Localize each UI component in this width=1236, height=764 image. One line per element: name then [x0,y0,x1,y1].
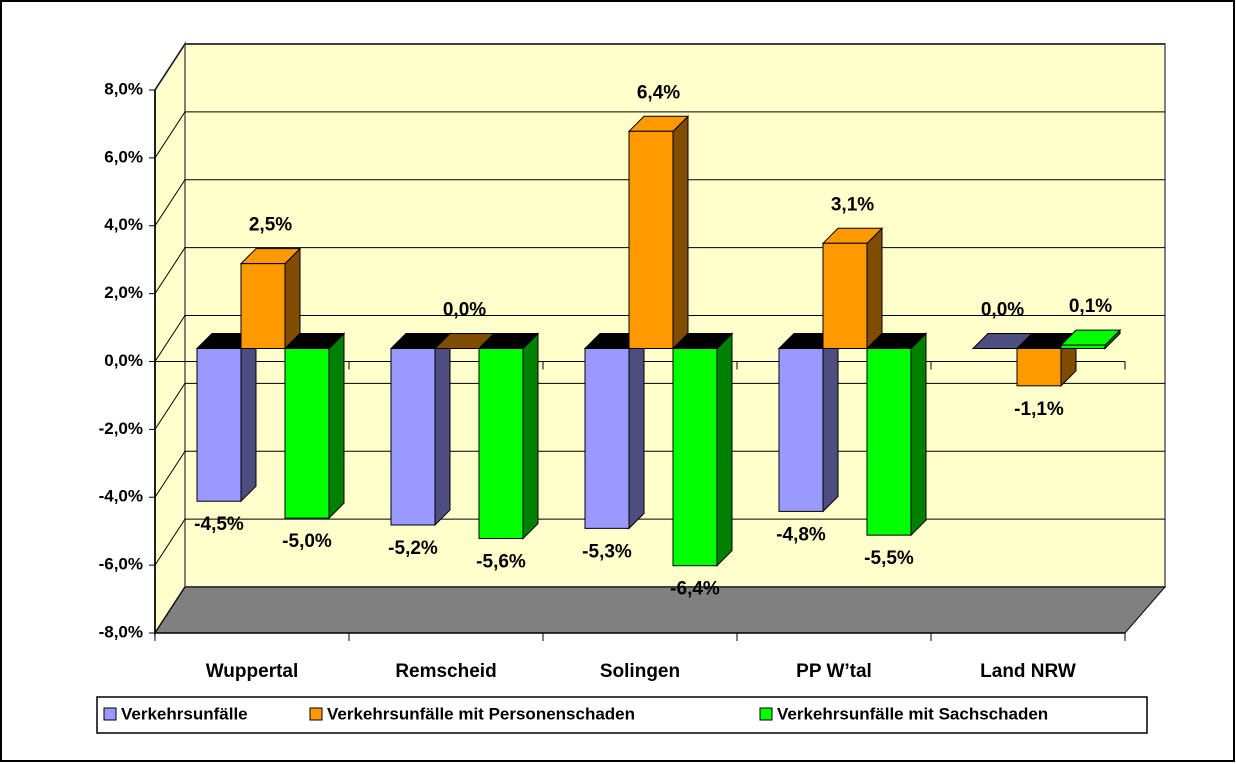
y-tick-label: 8,0% [104,79,143,98]
bar [822,242,868,349]
bar-side [522,332,539,540]
bar-side [328,332,345,520]
bar-side [284,247,301,350]
value-label: -5,3% [582,541,632,562]
bar-side [716,332,733,567]
value-label: -4,8% [776,524,826,545]
value-label: -1,1% [1014,399,1064,420]
bar [628,130,674,349]
bar-side [866,227,883,350]
bar [240,263,286,349]
grid-line [154,179,1165,227]
bar-side [434,332,451,527]
legend-swatch [103,707,117,721]
bar-side [672,115,689,350]
grid-line [154,111,1165,159]
legend-swatch [759,707,773,721]
value-label: 0,0% [443,300,486,321]
bar [1016,348,1062,387]
value-label: 0,1% [1069,296,1112,317]
bar [672,348,718,567]
value-label: -5,0% [282,531,332,552]
grid-line [154,43,1165,91]
y-tick-label: 4,0% [104,215,143,234]
x-tick-label: Wuppertal [206,661,299,682]
bar-side [910,332,927,537]
y-tick-label: 0,0% [104,351,143,370]
y-tick-label: -4,0% [99,487,143,506]
floor [154,586,1167,634]
value-label: -4,5% [194,514,244,535]
x-tick-label: Remscheid [395,661,496,682]
bar-side [240,332,257,503]
value-label: -6,4% [670,579,720,600]
bar [1060,344,1106,350]
bar [390,348,436,526]
legend-label: Verkehrsunfälle mit Sachschaden [777,704,1048,723]
bar [584,348,630,529]
value-label: -5,5% [864,548,914,569]
bar-side [822,332,839,513]
grid-line [154,518,1165,566]
value-label: 2,5% [249,215,292,236]
legend-label: Verkehrsunfälle [121,704,248,723]
bar [778,348,824,512]
value-label: -5,6% [476,552,526,573]
y-tick-label: -8,0% [99,622,143,641]
bar [478,348,524,540]
legend-swatch [309,707,323,721]
y-tick-label: 6,0% [104,147,143,166]
x-tick-label: PP W’tal [796,661,872,682]
y-tick-label: -6,0% [99,555,143,574]
y-tick-label: 2,0% [104,283,143,302]
legend-label: Verkehrsunfälle mit Personenschaden [327,704,635,723]
bar [284,348,330,519]
bar [196,348,242,502]
bar-side [628,332,645,530]
value-label: -5,2% [388,538,438,559]
value-label: 6,4% [637,82,680,103]
x-tick-label: Solingen [600,661,680,682]
value-label: 0,0% [981,300,1024,321]
bar [866,348,912,536]
x-tick-label: Land NRW [980,661,1076,682]
legend-box [96,696,1148,734]
grid-line [154,586,1165,634]
y-tick-label: -2,0% [99,419,143,438]
value-label: 3,1% [831,194,874,215]
